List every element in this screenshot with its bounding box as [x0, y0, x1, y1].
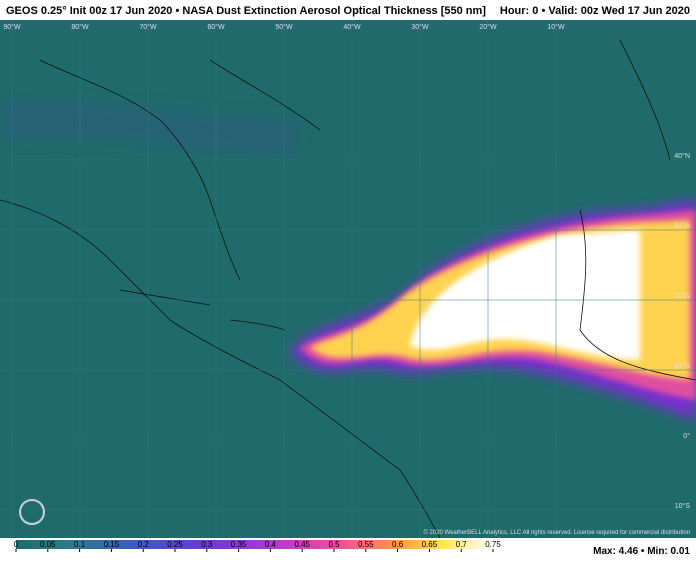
plume — [290, 200, 696, 420]
lon-label: 40°W — [343, 23, 361, 31]
lon-label: 20°W — [479, 23, 497, 31]
colorbar-label: 0.35 — [231, 540, 247, 549]
lon-label: 50°W — [275, 23, 293, 31]
lat-label: 20°N — [674, 292, 690, 300]
lon-label: 10°W — [547, 23, 565, 31]
colorbar-label: 0.55 — [358, 540, 374, 549]
valid-time: Hour: 0 • Valid: 00z Wed 17 Jun 2020 — [500, 5, 690, 17]
colorbar-label: 0.6 — [392, 540, 404, 549]
colorbar-label: 0.5 — [328, 540, 340, 549]
lat-label: 0° — [683, 432, 690, 440]
colorbar-label: 0.45 — [294, 540, 310, 549]
graticule — [0, 20, 696, 538]
colorbar-label: 0.05 — [40, 540, 56, 549]
copyright: © 2020 WeatherBELL Analytics, LLC All ri… — [423, 529, 690, 536]
lon-label: 30°W — [411, 23, 429, 31]
colorbar-label: 0.15 — [104, 540, 120, 549]
colorbar — [16, 540, 493, 549]
map-title: GEOS 0.25° Init 00z 17 Jun 2020 • NASA D… — [6, 5, 486, 17]
colorbar-label: 0.1 — [74, 540, 86, 549]
colorbar-label: 0.75 — [485, 540, 501, 549]
max-min: Max: 4.46 • Min: 0.01 — [593, 546, 690, 557]
colorbar-label: 0.2 — [138, 540, 150, 549]
colorbar-label: 0.65 — [422, 540, 438, 549]
lon-label: 60°W — [207, 23, 225, 31]
colorbar-label: 0 — [14, 540, 19, 549]
lon-label: 70°W — [139, 23, 157, 31]
colorbar-label: 0.25 — [167, 540, 183, 549]
lat-label: 40°N — [674, 152, 690, 160]
lon-label: 80°W — [71, 23, 89, 31]
map: © 2020 WeatherBELL Analytics, LLC All ri… — [0, 20, 696, 539]
colorbar-label: 0.7 — [456, 540, 468, 549]
colorbar-label: 0.4 — [265, 540, 277, 549]
colorbar-label: 0.3 — [201, 540, 213, 549]
lat-label: 30°N — [674, 222, 690, 230]
coastlines — [0, 39, 696, 539]
logo — [19, 499, 45, 525]
lon-label: 90°W — [3, 23, 21, 31]
lat-label: 10°S — [675, 502, 691, 510]
lat-label: 10°N — [674, 362, 690, 370]
